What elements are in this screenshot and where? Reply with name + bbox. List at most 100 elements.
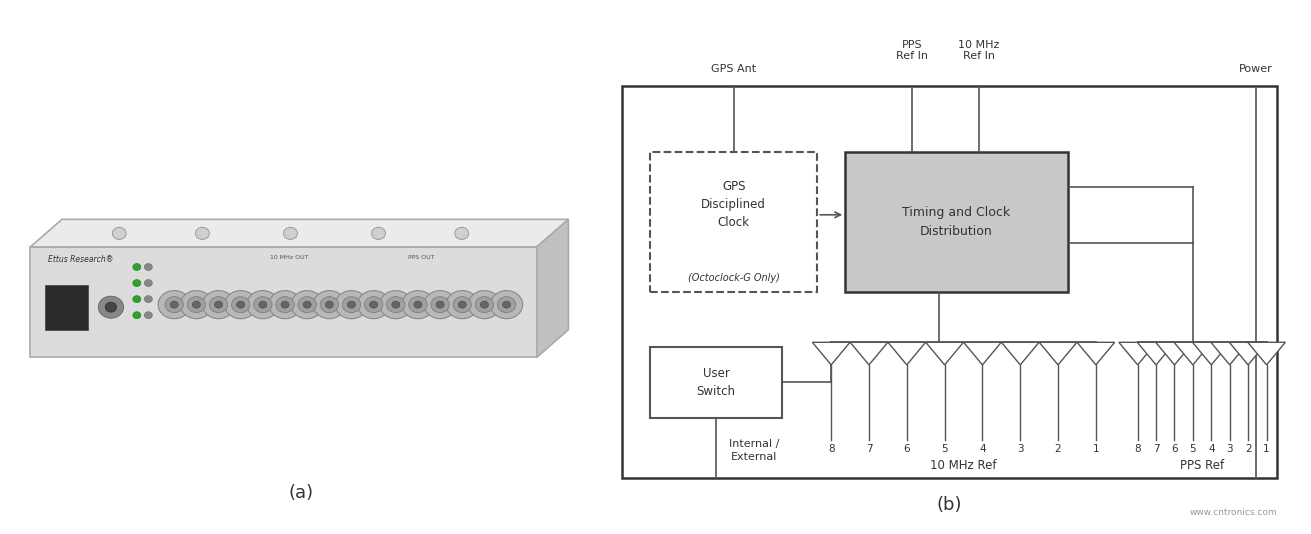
Circle shape xyxy=(454,296,472,313)
Circle shape xyxy=(246,290,279,319)
Text: Power: Power xyxy=(1239,64,1273,74)
Circle shape xyxy=(370,301,378,308)
Circle shape xyxy=(480,301,489,308)
Circle shape xyxy=(409,296,427,313)
Circle shape xyxy=(98,296,123,318)
Circle shape xyxy=(281,301,288,308)
Circle shape xyxy=(283,227,298,239)
Circle shape xyxy=(475,296,494,313)
Polygon shape xyxy=(30,247,536,357)
Text: Internal /
External: Internal / External xyxy=(729,438,780,462)
Circle shape xyxy=(210,296,228,313)
Circle shape xyxy=(237,301,245,308)
Circle shape xyxy=(455,227,468,239)
Circle shape xyxy=(132,312,140,319)
Circle shape xyxy=(446,290,479,319)
Circle shape xyxy=(468,290,501,319)
Circle shape xyxy=(380,290,412,319)
Circle shape xyxy=(497,296,515,313)
Polygon shape xyxy=(1002,342,1040,365)
Text: 7: 7 xyxy=(865,444,872,454)
Circle shape xyxy=(414,301,422,308)
Circle shape xyxy=(144,280,152,287)
Bar xyxy=(650,347,783,418)
Circle shape xyxy=(431,296,450,313)
Text: 2: 2 xyxy=(1055,444,1062,454)
Text: 6: 6 xyxy=(1171,444,1177,454)
Circle shape xyxy=(215,301,223,308)
Circle shape xyxy=(342,296,361,313)
Circle shape xyxy=(320,296,338,313)
Text: GPS Ant: GPS Ant xyxy=(711,64,756,74)
Text: 5: 5 xyxy=(1189,444,1196,454)
Polygon shape xyxy=(536,219,569,357)
Text: Timing and Clock
Distribution: Timing and Clock Distribution xyxy=(902,206,1011,238)
Circle shape xyxy=(181,290,212,319)
Text: PPS OUT: PPS OUT xyxy=(409,255,435,261)
Circle shape xyxy=(159,290,190,319)
Text: GPS
Disciplined
Clock: GPS Disciplined Clock xyxy=(701,180,766,230)
Circle shape xyxy=(437,301,444,308)
Circle shape xyxy=(269,290,302,319)
Text: Ettus Research®: Ettus Research® xyxy=(47,255,113,264)
Circle shape xyxy=(387,296,405,313)
Circle shape xyxy=(423,290,456,319)
Text: 3: 3 xyxy=(1017,444,1024,454)
Polygon shape xyxy=(1175,342,1211,365)
Text: 8: 8 xyxy=(1134,444,1141,454)
Text: 10 MHz
Ref In: 10 MHz Ref In xyxy=(958,40,999,61)
Circle shape xyxy=(303,301,311,308)
Circle shape xyxy=(402,290,434,319)
Circle shape xyxy=(144,312,152,319)
Circle shape xyxy=(371,227,385,239)
Text: 4: 4 xyxy=(1207,444,1214,454)
Circle shape xyxy=(224,290,257,319)
Circle shape xyxy=(325,301,333,308)
Bar xyxy=(650,152,817,292)
Circle shape xyxy=(165,296,184,313)
Text: 10 MHz OUT: 10 MHz OUT xyxy=(270,255,308,261)
Circle shape xyxy=(170,301,178,308)
Text: PPS Ref: PPS Ref xyxy=(1180,459,1224,472)
Polygon shape xyxy=(813,342,850,365)
Text: 8: 8 xyxy=(827,444,835,454)
Text: 2: 2 xyxy=(1245,444,1252,454)
Text: 5: 5 xyxy=(941,444,948,454)
Polygon shape xyxy=(1248,342,1285,365)
Circle shape xyxy=(336,290,367,319)
Circle shape xyxy=(202,290,235,319)
Circle shape xyxy=(232,296,250,313)
Circle shape xyxy=(347,301,355,308)
Circle shape xyxy=(132,263,140,271)
Polygon shape xyxy=(888,342,926,365)
Text: 1: 1 xyxy=(1264,444,1270,454)
Circle shape xyxy=(144,296,152,303)
Text: 6: 6 xyxy=(903,444,910,454)
Circle shape xyxy=(502,301,510,308)
Polygon shape xyxy=(1078,342,1114,365)
Text: (a): (a) xyxy=(288,484,313,502)
Circle shape xyxy=(291,290,324,319)
Polygon shape xyxy=(30,219,569,247)
Bar xyxy=(45,285,88,329)
Text: (Octoclock-G Only): (Octoclock-G Only) xyxy=(688,273,780,283)
Circle shape xyxy=(459,301,467,308)
Circle shape xyxy=(313,290,345,319)
Text: PPS
Ref In: PPS Ref In xyxy=(895,40,928,61)
Polygon shape xyxy=(1211,342,1248,365)
Polygon shape xyxy=(1118,342,1156,365)
Circle shape xyxy=(358,290,389,319)
Text: 3: 3 xyxy=(1226,444,1234,454)
Polygon shape xyxy=(1040,342,1076,365)
Text: (b): (b) xyxy=(937,497,962,514)
Circle shape xyxy=(132,280,140,287)
Bar xyxy=(846,152,1068,292)
Polygon shape xyxy=(1193,342,1230,365)
Circle shape xyxy=(253,296,273,313)
Polygon shape xyxy=(850,342,888,365)
Polygon shape xyxy=(926,342,964,365)
Circle shape xyxy=(187,296,206,313)
Circle shape xyxy=(105,302,117,312)
Circle shape xyxy=(195,227,210,239)
Circle shape xyxy=(392,301,400,308)
